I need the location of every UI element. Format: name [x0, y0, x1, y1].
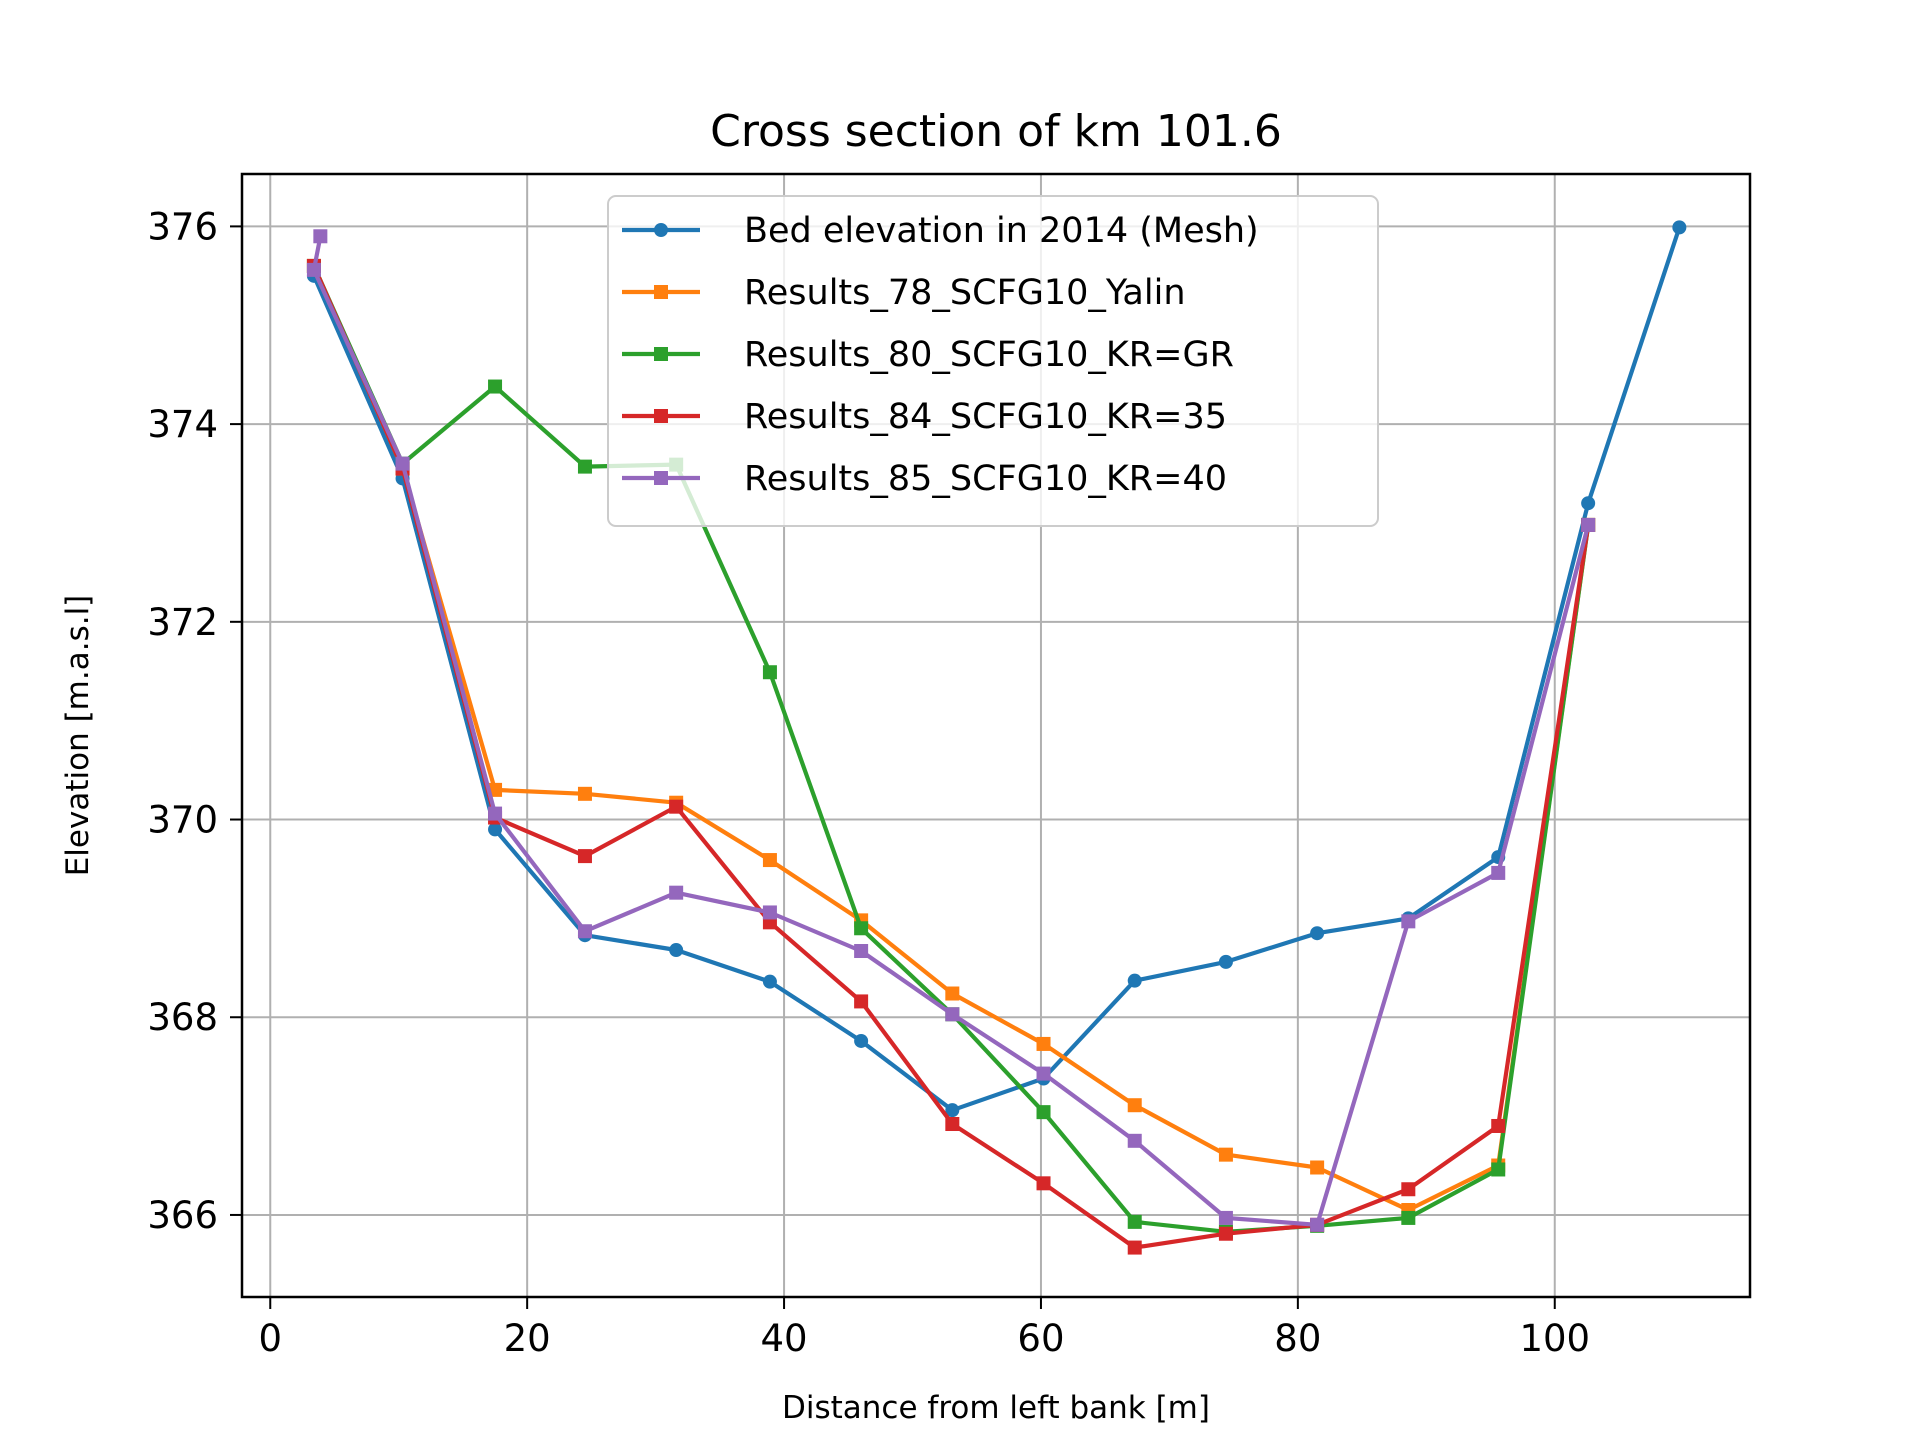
- data-point: [854, 944, 869, 959]
- data-point: [1401, 1210, 1416, 1225]
- data-point: [1310, 1160, 1325, 1175]
- data-point: [1218, 1210, 1233, 1225]
- data-point: [1581, 496, 1596, 511]
- legend-box: [607, 195, 1379, 527]
- data-point: [854, 994, 869, 1009]
- data-point: [488, 379, 503, 394]
- legend-label: Results_84_SCFG10_KR=35: [744, 397, 1227, 437]
- data-point: [1127, 1240, 1142, 1255]
- data-point: [488, 822, 503, 837]
- data-point: [669, 799, 684, 814]
- legend-entry: Bed elevation in 2014 (Mesh): [622, 211, 1259, 251]
- data-point: [854, 921, 869, 936]
- data-point: [577, 786, 592, 801]
- data-point: [306, 262, 321, 277]
- data-point: [1127, 1133, 1142, 1148]
- x-tick-label: 100: [1519, 1317, 1590, 1360]
- data-point: [1036, 1036, 1051, 1051]
- plot-frame: [240, 172, 1752, 1299]
- x-tick-label: 20: [504, 1317, 551, 1360]
- data-point: [762, 905, 777, 920]
- data-point: [577, 924, 592, 939]
- data-point: [1036, 1176, 1051, 1191]
- legend-label: Results_85_SCFG10_KR=40: [744, 459, 1227, 499]
- y-axis-title: Elevation [m.a.s.l]: [60, 595, 96, 877]
- data-point: [1491, 1118, 1506, 1133]
- data-point: [1310, 1217, 1325, 1232]
- data-point: [854, 1033, 869, 1048]
- legend: Bed elevation in 2014 (Mesh) Results_78_S…: [607, 195, 1379, 527]
- data-point: [1218, 1147, 1233, 1162]
- axis-ticks: 0 20 40 60 80 100 366 368 370 372 374 376: [147, 205, 1590, 1360]
- data-point: [762, 853, 777, 868]
- series-line: [311, 226, 1682, 1113]
- data-point: [577, 849, 592, 864]
- series-layer: [306, 220, 1687, 1255]
- legend-marker: [654, 409, 668, 423]
- data-point: [945, 1007, 960, 1022]
- legend-entry: Results_84_SCFG10_KR=35: [622, 397, 1227, 437]
- y-tick-label: 366: [147, 1194, 218, 1237]
- data-point: [1218, 1226, 1233, 1241]
- legend-marker: [654, 285, 668, 299]
- data-point: [1127, 973, 1142, 988]
- legend-entry: Results_80_SCFG10_KR=GR: [622, 335, 1234, 375]
- data-point: [762, 974, 777, 989]
- legend-label: Results_80_SCFG10_KR=GR: [744, 335, 1234, 375]
- data-point: [1581, 517, 1596, 532]
- legend-marker: [654, 223, 668, 237]
- data-point: [488, 806, 503, 821]
- data-point: [762, 665, 777, 680]
- data-point: [669, 943, 684, 958]
- data-point: [1036, 1066, 1051, 1081]
- data-point: [1127, 1214, 1142, 1229]
- data-point: [1401, 914, 1416, 929]
- y-tick-label: 368: [147, 996, 218, 1039]
- legend-entry: Results_78_SCFG10_Yalin: [622, 273, 1186, 313]
- legend-marker: [654, 471, 668, 485]
- data-point: [577, 459, 592, 474]
- data-point: [1491, 865, 1506, 880]
- data-point: [945, 1103, 960, 1118]
- data-point: [1401, 1182, 1416, 1197]
- data-point: [1491, 1162, 1506, 1177]
- data-point: [1036, 1105, 1051, 1120]
- data-point: [1310, 926, 1325, 941]
- data-point: [945, 986, 960, 1001]
- chart-title: Cross section of km 101.6: [710, 106, 1282, 157]
- x-tick-label: 40: [761, 1317, 808, 1360]
- data-point: [395, 456, 410, 471]
- x-tick-label: 60: [1017, 1317, 1064, 1360]
- x-tick-label: 0: [258, 1317, 282, 1360]
- data-point: [945, 1117, 960, 1132]
- legend-label: Results_78_SCFG10_Yalin: [744, 273, 1186, 313]
- legend-entry: Results_85_SCFG10_KR=40: [622, 459, 1227, 499]
- series-5: [306, 229, 1596, 1232]
- series-line: [311, 235, 1591, 1227]
- data-point: [1218, 954, 1233, 969]
- y-tick-label: 376: [147, 205, 218, 248]
- data-point: [1127, 1098, 1142, 1113]
- legend-label: Bed elevation in 2014 (Mesh): [744, 211, 1259, 251]
- data-point: [313, 229, 328, 244]
- y-tick-label: 372: [147, 601, 218, 644]
- x-tick-label: 80: [1274, 1317, 1321, 1360]
- y-tick-label: 374: [147, 403, 218, 446]
- legend-marker: [654, 347, 668, 361]
- data-point: [669, 885, 684, 900]
- data-point: [1672, 220, 1687, 235]
- x-axis-title: Distance from left bank [m]: [782, 1390, 1210, 1426]
- y-tick-label: 370: [147, 799, 218, 842]
